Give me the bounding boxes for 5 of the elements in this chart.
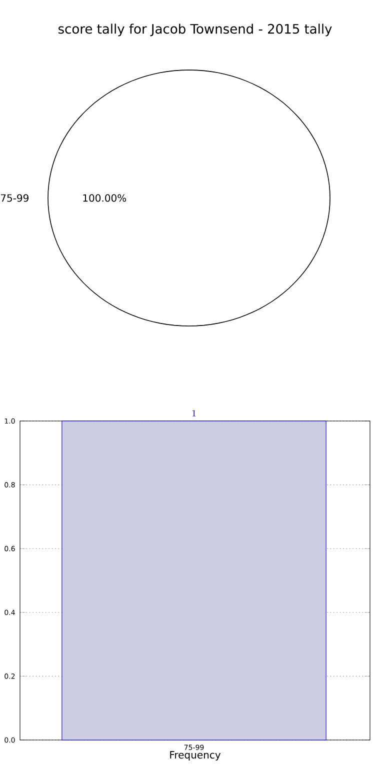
x-axis-title: Frequency [170, 751, 221, 761]
slice-label: 75-99 [0, 194, 28, 202]
data-label: 1 [192, 410, 196, 416]
chart-title: score tally for Jacob Townsend - 2015 tally [58, 24, 332, 36]
data-label: 100.00% [83, 194, 126, 202]
